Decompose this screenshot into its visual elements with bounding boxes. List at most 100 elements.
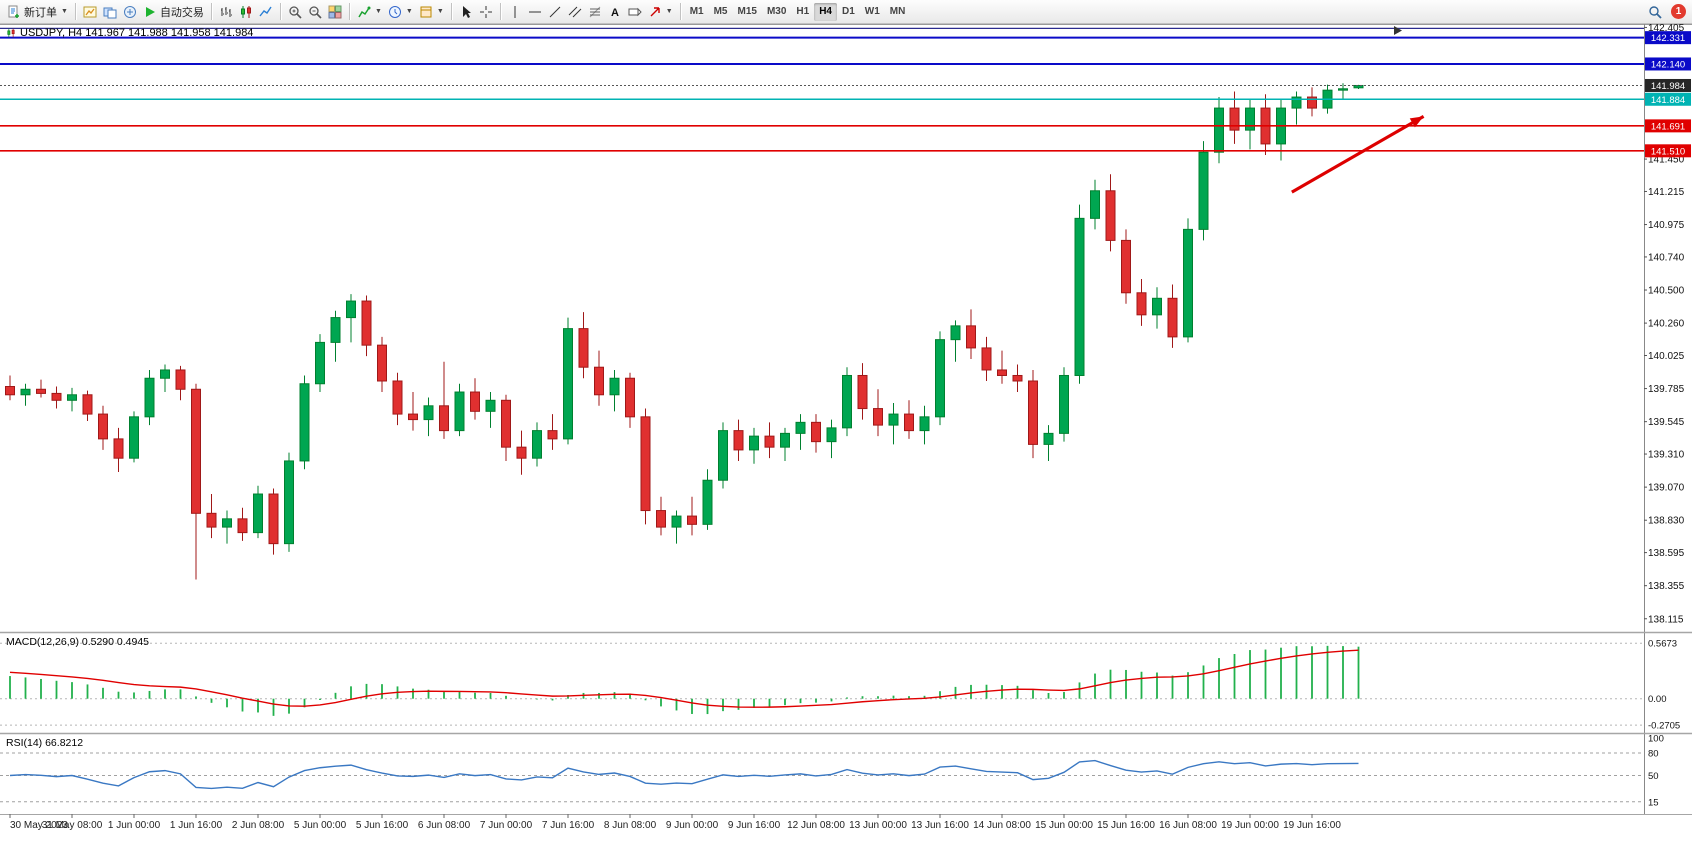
candle-body (656, 510, 666, 528)
chart-canvas[interactable]: 142.405 141.450 141.215 140.975 140.740 140.5… (0, 24, 1692, 842)
candle-body (1291, 96, 1302, 109)
candle-body (718, 430, 728, 481)
candle-body (687, 515, 697, 525)
zoom-in-button[interactable] (285, 2, 305, 22)
auto-trading-button[interactable]: 自动交易 (140, 2, 207, 22)
notification-badge[interactable]: 1 (1671, 4, 1686, 19)
axis-label: 142.331 (1651, 33, 1685, 44)
candle-body (377, 344, 387, 382)
candle-body (67, 394, 77, 401)
channel-icon (568, 6, 582, 17)
timeframe-button-m5[interactable]: M5 (713, 6, 728, 17)
candle-body (1121, 239, 1131, 294)
vertical-line-button[interactable] (505, 2, 525, 22)
candle-body (950, 325, 961, 341)
toolbar-right-cluster: 1 (1645, 2, 1688, 22)
candle-body (470, 391, 480, 412)
timeframe-button-h4[interactable]: H4 (814, 2, 837, 21)
candlestick-chart-button[interactable] (236, 2, 256, 22)
timeframe-button-m30[interactable]: M30 (766, 6, 787, 17)
candle-body (5, 386, 15, 396)
profiles-button[interactable] (100, 2, 120, 22)
svg-text:A: A (611, 7, 619, 19)
candle-body (857, 374, 868, 410)
crosshair-button[interactable] (476, 2, 496, 22)
timeframe-button-d1[interactable]: D1 (842, 6, 855, 17)
periods-button[interactable]: ▼ (385, 2, 416, 22)
search-button[interactable] (1645, 2, 1665, 22)
axis-label: 138.115 (1648, 614, 1684, 625)
candle-body (144, 377, 155, 418)
zoom-in-icon (289, 5, 302, 19)
price-badge (1645, 92, 1691, 106)
toolbar-separator (348, 3, 350, 20)
equidistant-channel-button[interactable] (565, 2, 585, 22)
text-button[interactable]: A (605, 2, 625, 22)
price-badge (1645, 57, 1691, 71)
chart-shift-marker[interactable] (1394, 26, 1402, 35)
cursor-icon (462, 5, 471, 18)
indicators-button[interactable]: ▼ (354, 2, 385, 22)
chart-window-icon (83, 6, 97, 17)
trendline-button[interactable] (545, 2, 565, 22)
timeframe-button-m1[interactable]: M1 (689, 6, 704, 17)
zoom-out-button[interactable] (305, 2, 325, 22)
price-badge (1645, 31, 1691, 45)
macd-indicator-label: MACD(12,26,9) 0.5290 0.4945 (6, 636, 150, 648)
time-label: 2 Jun 08:00 (232, 820, 285, 831)
candle-body (1229, 107, 1240, 131)
candle-body (671, 515, 682, 528)
tile-windows-button[interactable] (325, 2, 345, 22)
candle-body (98, 413, 108, 440)
indicators-icon (358, 6, 371, 17)
timeframe-button-w1[interactable]: W1 (864, 6, 880, 17)
candle-body (873, 408, 883, 426)
time-label: 14 Jun 08:00 (973, 820, 1031, 831)
candle-body (1136, 292, 1147, 316)
new-order-button[interactable]: 新订单 ▼ (4, 2, 71, 22)
trendline-icon (549, 6, 561, 17)
fibonacci-button[interactable] (585, 2, 605, 22)
timeframe-button-mn[interactable]: MN (889, 6, 906, 17)
toolbar-separator (279, 3, 281, 20)
profiles-icon (103, 7, 117, 18)
candle-body (82, 394, 93, 415)
candle-body (1245, 107, 1255, 131)
candle-body (485, 399, 496, 412)
data-window-button[interactable] (120, 2, 140, 22)
timeframe-button-h1[interactable]: H1 (796, 6, 810, 17)
macd-panel: 0.5673 0.00 -0.2705 (0, 639, 1680, 732)
axis-label: 0.00 (1648, 694, 1667, 705)
arrows-button[interactable]: ▼ (645, 2, 676, 22)
templates-button[interactable]: ▼ (416, 2, 447, 22)
cursor-button[interactable] (456, 2, 476, 22)
axis-label: 100 (1648, 734, 1664, 745)
axis-label: 139.070 (1648, 483, 1685, 494)
candle-body (501, 399, 511, 448)
data-window-icon (123, 5, 136, 18)
template-icon (420, 6, 432, 17)
axis-label: 141.984 (1651, 81, 1685, 92)
candle-body (594, 366, 604, 396)
toolbar-separator (74, 3, 76, 20)
axis-label: 138.355 (1648, 581, 1685, 592)
horizontal-line-button[interactable] (525, 2, 545, 22)
axis-label: 50 (1648, 771, 1659, 782)
bar-chart-button[interactable] (216, 2, 236, 22)
trend-arrow-object[interactable] (1291, 114, 1425, 194)
price-scale: 142.405 141.450 141.215 140.975 140.740 140.5… (1644, 24, 1685, 625)
candle-body (346, 300, 356, 319)
dropdown-caret-icon: ▼ (405, 8, 413, 15)
time-label: 9 Jun 00:00 (666, 820, 719, 831)
candle-body (919, 416, 930, 432)
line-chart-button[interactable] (256, 2, 276, 22)
axis-label: 139.785 (1648, 384, 1685, 395)
axis-label: 140.740 (1648, 252, 1685, 263)
candle-body (20, 388, 31, 396)
charts-button[interactable] (80, 2, 100, 22)
price-badge (1645, 78, 1691, 92)
text-label-button[interactable] (625, 2, 645, 22)
timeframe-button-m15[interactable]: M15 (737, 6, 757, 17)
candle-body (997, 369, 1007, 376)
candle-body (160, 369, 170, 379)
